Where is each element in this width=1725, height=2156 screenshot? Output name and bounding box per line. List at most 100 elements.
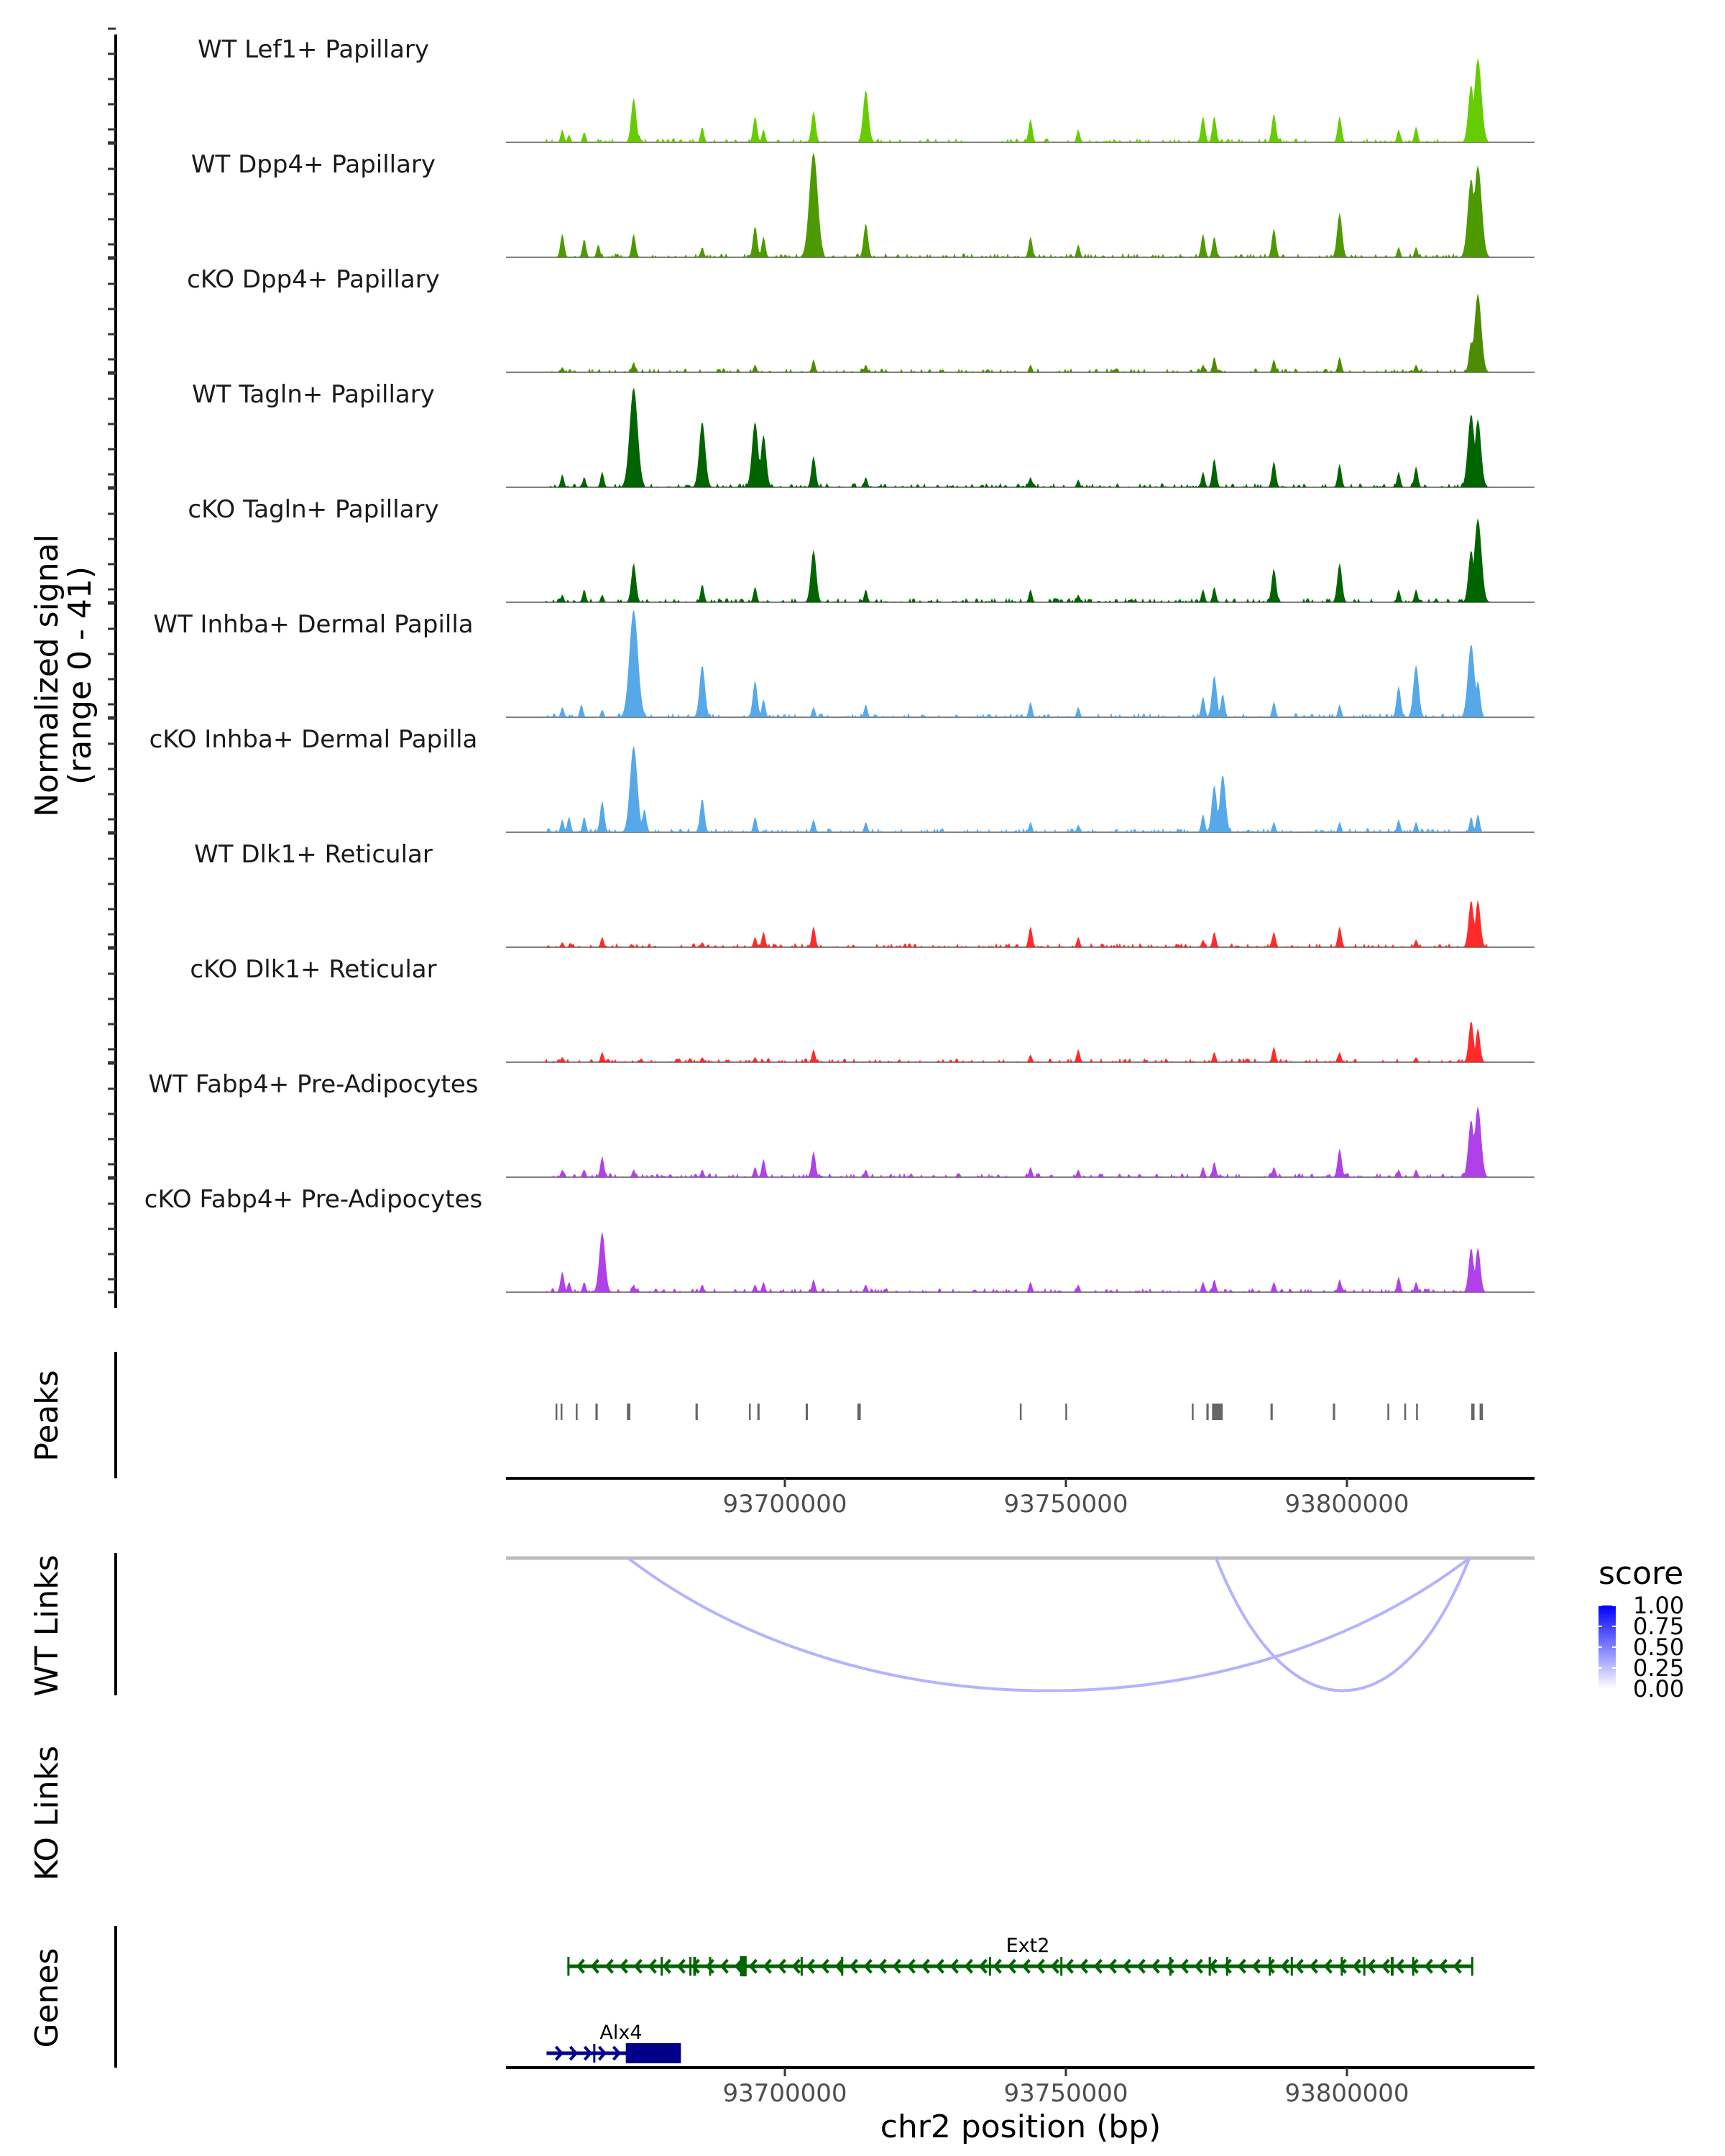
peak-region: [1212, 1404, 1223, 1420]
strand-arrow: [1223, 1958, 1232, 1974]
x-axis-title: chr2 position (bp): [880, 2109, 1162, 2145]
track-label: WT Dpp4+ Papillary: [191, 150, 436, 179]
strand-arrow: [1338, 1958, 1347, 1974]
peak-region: [560, 1404, 563, 1420]
peak-region: [1404, 1404, 1407, 1420]
strand-arrow: [705, 1958, 714, 1974]
track-label: cKO Tagln+ Papillary: [188, 495, 438, 524]
strand-arrow: [863, 1958, 873, 1974]
strand-arrow: [662, 1958, 671, 1974]
strand-arrow: [777, 1958, 786, 1974]
peak-region: [555, 1404, 558, 1420]
gene-exon: [800, 1957, 803, 1976]
coverage-track: cKO Tagln+ Papillary: [188, 495, 1535, 603]
legend-label: 0.25: [1633, 1654, 1684, 1682]
strand-arrow: [576, 1958, 585, 1974]
coverage-area: [506, 900, 1535, 947]
gene-exon: [1471, 1957, 1473, 1976]
peak-region: [1270, 1404, 1273, 1420]
gene-exon: [1208, 1957, 1211, 1976]
strand-arrow: [748, 1958, 758, 1974]
legend-label: 0.50: [1633, 1634, 1684, 1661]
strand-arrow: [1366, 1958, 1376, 1974]
strand-arrow: [612, 2045, 622, 2061]
strand-arrow: [834, 1958, 844, 1974]
gene-exon: [1363, 1957, 1366, 1976]
track-label: cKO Fabp4+ Pre-Adipocytes: [144, 1185, 483, 1214]
coverage-area: [506, 745, 1535, 832]
x-tick-label: 93750000: [1003, 1490, 1128, 1519]
gene-exon: [693, 1957, 696, 1976]
strand-arrow: [1036, 1958, 1045, 1974]
gene-exon: [625, 2043, 681, 2063]
gene-exon: [1390, 1957, 1394, 1976]
gene-exon: [593, 2044, 596, 2063]
peak-region: [576, 1404, 578, 1420]
strand-arrow: [820, 1958, 829, 1974]
genes-section-label: Genes: [29, 1948, 65, 2047]
track-label: WT Dlk1+ Reticular: [194, 840, 433, 869]
strand-arrow: [619, 1958, 628, 1974]
x-tick-label: 93800000: [1284, 1490, 1409, 1519]
coverage-track: WT Dlk1+ Reticular: [194, 840, 1535, 948]
link-arc: [627, 1557, 1471, 1692]
peak-region: [748, 1404, 751, 1420]
strand-arrow: [849, 1958, 858, 1974]
gene-exon: [1225, 1957, 1228, 1976]
gene-exon: [1060, 1957, 1063, 1976]
peak-region: [595, 1404, 598, 1420]
strand-arrow: [978, 1958, 988, 1974]
gene-exon: [1290, 1957, 1293, 1976]
strand-arrow: [604, 1958, 614, 1974]
gene-label: Ext2: [1006, 1935, 1050, 1957]
peak-region: [1387, 1404, 1389, 1420]
ko-links-section-label: KO Links: [29, 1746, 65, 1881]
gene-exon: [661, 1957, 663, 1976]
strand-arrow: [1280, 1958, 1289, 1974]
peak-region: [695, 1404, 698, 1420]
gene-exon: [740, 1956, 747, 1976]
gene-exon: [1412, 1957, 1414, 1976]
strand-arrow: [1395, 1958, 1404, 1974]
peak-region: [627, 1404, 630, 1420]
strand-arrow: [597, 2045, 607, 2061]
coverage-area: [506, 387, 1535, 487]
strand-arrow: [993, 1958, 1002, 1974]
coverage-area: [506, 152, 1535, 257]
peak-region: [1333, 1404, 1335, 1420]
coverage-area: [506, 609, 1535, 717]
strand-arrow: [1381, 1958, 1390, 1974]
genes-track: Ext2 Alx4: [546, 1935, 1473, 2063]
strand-arrow: [1007, 1958, 1016, 1974]
gene-exon: [567, 1957, 570, 1976]
strand-arrow: [1079, 1958, 1088, 1974]
gene-model: Ext2: [567, 1935, 1473, 1976]
x-tick-label: 93750000: [1003, 2079, 1128, 2108]
legend-label: 1.00: [1633, 1592, 1684, 1619]
strand-arrow: [648, 1958, 657, 1974]
track-label: WT Inhba+ Dermal Papilla: [153, 610, 473, 639]
strand-arrow: [906, 1958, 916, 1974]
gene-exon: [988, 1957, 991, 1976]
strand-arrow: [676, 1958, 686, 1974]
coverage-tracks: WT Lef1+ Papillary WT Dpp4+ Papillary cKO …: [144, 35, 1535, 1293]
strand-arrow: [1122, 1958, 1131, 1974]
coverage-area: [506, 1021, 1535, 1062]
strand-arrow: [1136, 1958, 1146, 1974]
peak-region: [1416, 1404, 1418, 1420]
peak-region: [1019, 1404, 1022, 1420]
peak-region: [757, 1404, 760, 1420]
strand-arrow: [763, 1958, 772, 1974]
track-label: WT Lef1+ Papillary: [198, 35, 429, 64]
peak-region: [1479, 1404, 1484, 1420]
coverage-area: [506, 293, 1535, 372]
strand-arrow: [806, 1958, 815, 1974]
strand-arrow: [1438, 1958, 1448, 1974]
link-arc: [1214, 1557, 1471, 1692]
coverage-track: WT Fabp4+ Pre-Adipocytes: [149, 1070, 1535, 1178]
strand-arrow: [1266, 1958, 1275, 1974]
strand-arrow: [1151, 1958, 1160, 1974]
coverage-track: cKO Inhba+ Dermal Papilla: [150, 725, 1535, 833]
peak-region: [1471, 1404, 1475, 1420]
